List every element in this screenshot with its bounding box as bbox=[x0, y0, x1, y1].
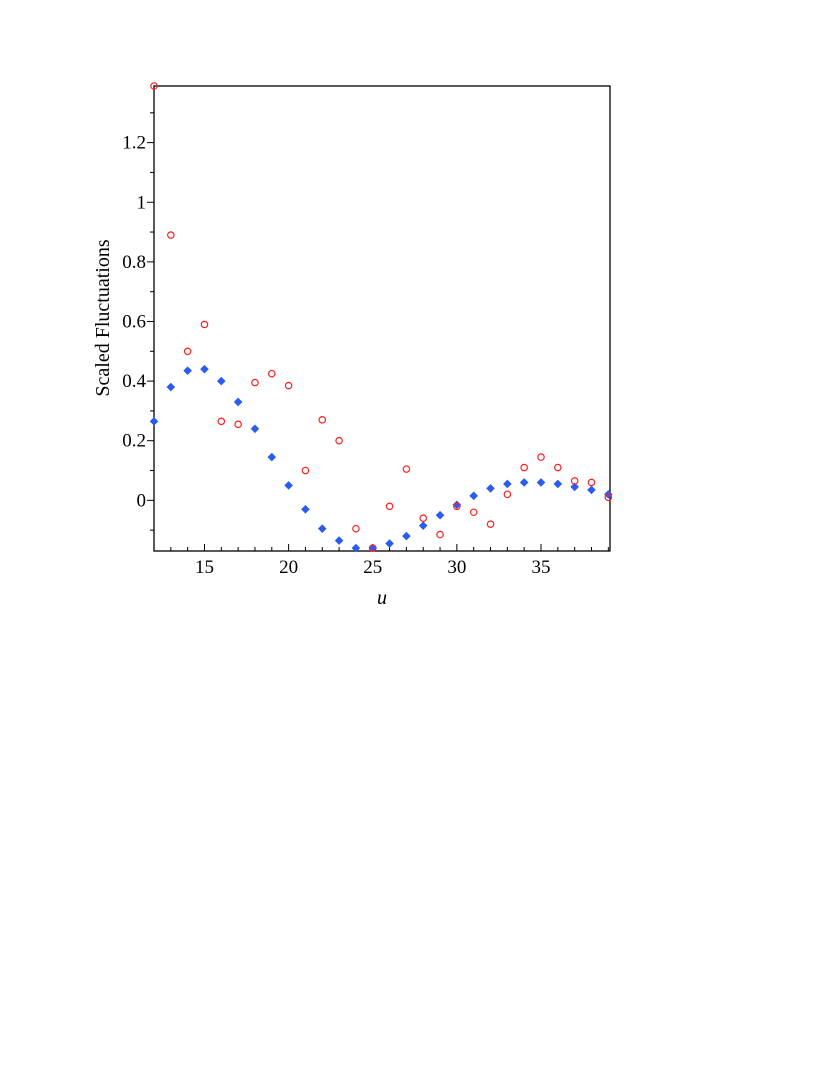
diamond-point bbox=[402, 531, 411, 541]
x-tick-label: 30 bbox=[447, 557, 466, 578]
diamond-point bbox=[250, 424, 260, 434]
diamond-point bbox=[284, 481, 293, 490]
diamond-point bbox=[519, 478, 529, 487]
y-tick-label: 0.2 bbox=[122, 431, 146, 452]
y-axis-ticks: 0 0.2 0.4 0.6 0.8 1 1.2 bbox=[122, 112, 154, 531]
circle-point bbox=[217, 417, 226, 426]
circle-point bbox=[335, 436, 343, 445]
x-axis-ticks: 15 20 25 30 35 bbox=[153, 544, 609, 578]
circle-point bbox=[554, 463, 562, 472]
y-tick-label: 1.2 bbox=[122, 133, 146, 154]
x-tick-label: 25 bbox=[363, 557, 382, 578]
diamond-point bbox=[536, 478, 546, 487]
diamond-point bbox=[166, 382, 176, 392]
diamond-point bbox=[418, 521, 428, 530]
diamond-point bbox=[233, 397, 243, 407]
circle-point bbox=[537, 453, 545, 461]
diamond-point bbox=[570, 482, 579, 492]
diamond-point bbox=[149, 417, 159, 426]
x-tick-label: 20 bbox=[279, 557, 298, 578]
circle-point bbox=[284, 381, 293, 390]
diamond-point bbox=[435, 510, 445, 520]
diamond-point bbox=[200, 364, 209, 374]
diamond-point bbox=[317, 524, 327, 533]
diamond-point bbox=[469, 491, 479, 501]
y-tick-label: 0.6 bbox=[122, 311, 146, 332]
circle-point bbox=[234, 420, 242, 429]
diamond-point bbox=[301, 504, 310, 514]
plot-frame bbox=[153, 85, 611, 552]
diamond-point bbox=[183, 366, 192, 375]
x-tick-label: 35 bbox=[532, 557, 551, 578]
circle-point bbox=[267, 369, 276, 378]
circle-point bbox=[183, 347, 192, 356]
circle-point bbox=[167, 231, 175, 239]
diamond-point bbox=[334, 536, 344, 545]
circle-point bbox=[503, 490, 512, 499]
circle-point bbox=[436, 530, 444, 539]
diamond-point bbox=[503, 479, 512, 489]
circle-point bbox=[587, 478, 596, 487]
y-tick-label: 0.8 bbox=[122, 252, 146, 273]
circle-point bbox=[453, 502, 461, 511]
circle-point bbox=[150, 82, 158, 90]
diamond-point bbox=[351, 543, 361, 553]
diamond-point bbox=[587, 485, 596, 495]
circle-point bbox=[419, 514, 428, 523]
circle-point bbox=[604, 493, 613, 502]
diamond-point bbox=[267, 452, 277, 462]
circle-point bbox=[251, 378, 259, 387]
circle-point bbox=[570, 477, 579, 485]
diamond-point bbox=[553, 479, 563, 489]
circle-point bbox=[352, 524, 360, 533]
circle-point bbox=[520, 463, 528, 472]
y-tick-label: 0 bbox=[137, 490, 147, 511]
circle-point bbox=[402, 465, 411, 473]
y-tick-label: 0.4 bbox=[122, 371, 146, 392]
circle-point bbox=[469, 508, 478, 517]
circle-point bbox=[301, 466, 310, 475]
circle-point bbox=[200, 320, 209, 329]
x-tick-label: 15 bbox=[195, 557, 214, 578]
circle-point bbox=[368, 544, 377, 552]
diamond-point bbox=[216, 376, 226, 386]
x-axis-label: u bbox=[377, 587, 387, 609]
y-axis-label: Scaled Fluctuations bbox=[92, 239, 114, 396]
circle-point bbox=[318, 416, 327, 424]
data-points bbox=[149, 82, 613, 553]
y-tick-label: 1 bbox=[137, 192, 147, 213]
diamond-point bbox=[385, 539, 394, 548]
diamond-point bbox=[486, 484, 495, 493]
circle-point bbox=[486, 520, 495, 528]
circle-point bbox=[385, 502, 394, 511]
